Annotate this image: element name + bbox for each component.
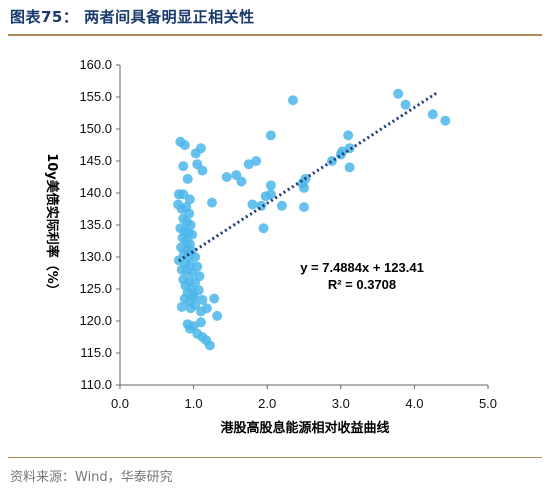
- data-point: [212, 310, 223, 321]
- data-point: [207, 197, 217, 208]
- data-point: [265, 180, 276, 191]
- data-point: [182, 173, 193, 184]
- data-point: [326, 156, 337, 166]
- data-point: [299, 202, 309, 213]
- y-tick-label: 120.0: [79, 313, 112, 328]
- data-point: [247, 199, 258, 210]
- data-point: [256, 200, 267, 211]
- data-point: [195, 143, 206, 154]
- data-point: [344, 162, 355, 173]
- data-point: [176, 301, 187, 312]
- data-point: [184, 194, 195, 205]
- data-point: [221, 172, 232, 182]
- x-tick-label: 5.0: [479, 396, 497, 411]
- data-point: [343, 130, 354, 141]
- data-point: [190, 252, 201, 262]
- x-tick-label: 3.0: [332, 396, 350, 411]
- x-tick-label: 1.0: [185, 396, 203, 411]
- x-tick-label: 0.0: [111, 396, 129, 411]
- data-point: [265, 189, 276, 200]
- trendline: [178, 91, 438, 263]
- data-point: [185, 220, 196, 230]
- x-tick-label: 2.0: [258, 396, 276, 411]
- data-point: [287, 95, 298, 106]
- y-tick-label: 155.0: [79, 89, 112, 104]
- data-point: [179, 140, 190, 150]
- data-point: [195, 317, 206, 328]
- data-point: [251, 156, 262, 166]
- data-point: [197, 294, 208, 305]
- data-point: [209, 293, 220, 304]
- title-divider: [8, 34, 542, 36]
- data-point: [276, 200, 287, 211]
- trendline-r2: R² = 0.3708: [328, 277, 396, 292]
- data-point: [195, 306, 206, 317]
- data-point: [258, 223, 269, 234]
- y-tick-label: 130.0: [79, 249, 112, 264]
- data-point: [236, 176, 247, 187]
- y-tick-label: 150.0: [79, 121, 112, 136]
- data-point: [427, 109, 438, 120]
- y-tick-label: 140.0: [79, 185, 112, 200]
- data-point: [187, 229, 198, 240]
- scatter-chart: 110.0 115.0 120.0 125.0 130.0 135.0 140.0 145.0…: [44, 57, 497, 436]
- data-point: [190, 300, 201, 310]
- source-divider: [8, 457, 542, 458]
- y-tick-label: 125.0: [79, 281, 112, 296]
- data-point: [204, 340, 215, 351]
- y-tick-label: 135.0: [79, 217, 112, 232]
- data-point: [400, 99, 411, 110]
- y-axis-label: 10y美债实际利率（%）: [44, 153, 60, 297]
- x-axis-label: 港股高股息能源相对收益曲线: [220, 420, 389, 436]
- data-point: [440, 115, 451, 126]
- data-point: [393, 88, 404, 99]
- y-tick-label: 110.0: [80, 377, 112, 392]
- data-point: [178, 161, 189, 172]
- data-point: [188, 291, 199, 302]
- data-point: [184, 323, 195, 334]
- y-tick-label: 115.0: [80, 345, 112, 360]
- y-tick-label: 145.0: [79, 153, 112, 168]
- chart-title: 图表75： 两者间具备明显正相关性: [10, 8, 255, 26]
- x-tick-label: 4.0: [405, 396, 423, 411]
- data-point: [344, 143, 355, 154]
- trendline-equation: y = 7.4884x + 123.41: [300, 260, 424, 275]
- y-tick-label: 160.0: [79, 57, 112, 72]
- data-point: [265, 130, 276, 141]
- source-note: 资料来源：Wind，华泰研究: [10, 470, 173, 485]
- data-point: [197, 165, 208, 176]
